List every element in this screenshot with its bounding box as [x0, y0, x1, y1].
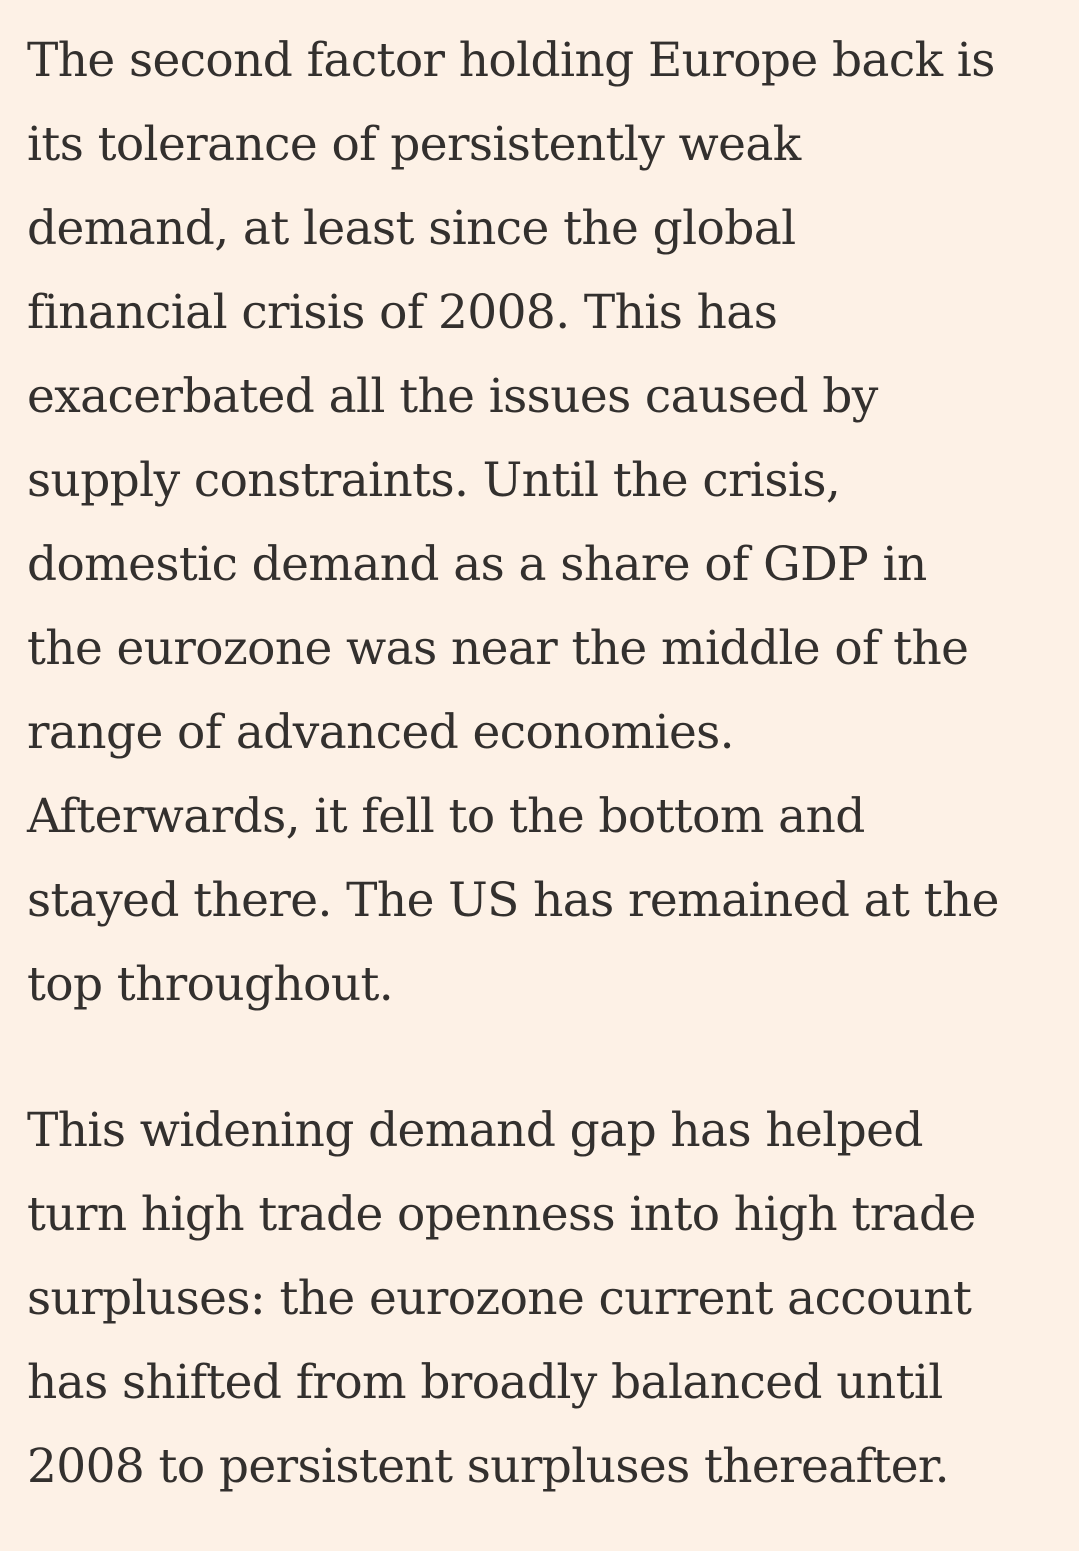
text-line: Afterwards, it fell to the bottom and — [27, 789, 865, 844]
text-line: financial crisis of 2008. This has — [27, 285, 778, 340]
text-line: turn high trade openness into high trade — [27, 1187, 976, 1242]
text-line: surpluses: the eurozone current account — [27, 1271, 972, 1326]
text-line: top throughout. — [27, 957, 394, 1012]
text-line: 2008 to persistent surpluses thereafter. — [27, 1439, 950, 1494]
text-line: the eurozone was near the middle of the — [27, 621, 969, 676]
text-line: domestic demand as a share of GDP in — [27, 537, 927, 592]
text-line: range of advanced economies. — [27, 705, 735, 760]
text-line: exacerbated all the issues caused by — [27, 369, 878, 424]
text-line: its tolerance of persistently weak — [27, 117, 801, 172]
text-line: The second factor holding Europe back is — [27, 33, 995, 88]
text-line: stayed there. The US has remained at the — [27, 873, 999, 928]
text-line: supply constraints. Until the crisis, — [27, 453, 841, 508]
text-line: has shifted from broadly balanced until — [27, 1355, 943, 1410]
text-line: demand, at least since the global — [27, 201, 796, 256]
text-line: This widening demand gap has helped — [27, 1103, 923, 1158]
